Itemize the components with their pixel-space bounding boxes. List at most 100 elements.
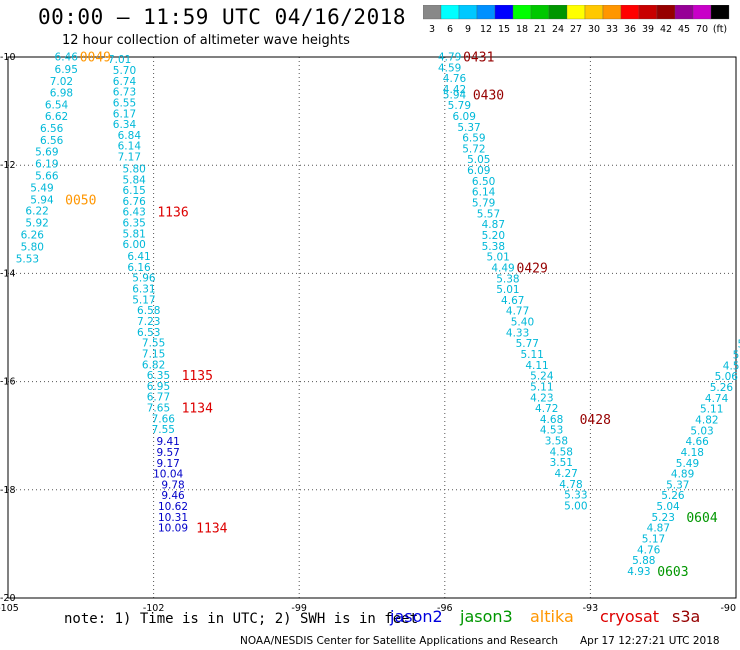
wave-height-label: 6.53 (137, 327, 160, 339)
wave-height-label: 5.20 (482, 230, 505, 242)
wave-height-label: 6.31 (132, 284, 155, 296)
wave-height-label: 3.58 (545, 436, 568, 448)
wave-height-label: 5.33 (564, 490, 587, 502)
wave-height-label: 9.57 (156, 447, 179, 459)
wave-height-label: 7.15 (142, 348, 165, 360)
wave-height-label: 4.76 (443, 73, 467, 85)
wave-height-label: 6.46 (55, 51, 79, 63)
x-tick-label: -93 (583, 603, 599, 614)
wave-height-label: 4.49 (491, 262, 514, 274)
wave-height-label: 9.41 (156, 436, 179, 448)
wave-height-label: 6.35 (122, 218, 145, 230)
wave-height-label: 5.77 (516, 338, 539, 350)
wave-height-label: 6.56 (40, 135, 64, 147)
wave-height-label: 5.38 (482, 241, 505, 253)
legend-swatch (710, 5, 730, 20)
wave-height-label: 7.01 (108, 54, 131, 66)
wave-height-label: 5.11 (530, 381, 553, 393)
wave-height-label: 6.95 (147, 381, 170, 393)
wave-height-label: 4.82 (695, 414, 718, 426)
y-tick-label: -20 (0, 593, 16, 604)
wave-height-label: 10.62 (158, 501, 188, 513)
wave-height-label: 5.38 (496, 273, 519, 285)
legend-tick-label: 70 (696, 24, 708, 35)
wave-height-label: 5.26 (661, 490, 685, 502)
legend-tick-label: 42 (660, 24, 672, 35)
satellite-legend-cryosat: cryosat (600, 607, 660, 626)
wave-height-label: 5.49 (676, 458, 699, 470)
wave-height-label: 4.72 (535, 403, 558, 415)
credit-line: NOAA/NESDIS Center for Satellite Applica… (240, 635, 558, 647)
wave-height-label: 5.37 (666, 479, 689, 491)
legend-tick-label: 39 (642, 24, 654, 35)
wave-height-label: 6.82 (142, 359, 165, 371)
wave-height-label: 6.84 (118, 130, 142, 142)
wave-height-label: 5.80 (122, 163, 145, 175)
wave-height-label: 5 (733, 350, 740, 362)
wave-height-label: 5.26 (710, 382, 734, 394)
wave-height-label: 6.56 (40, 123, 64, 135)
satellite-legend-s3a: s3a (672, 607, 701, 626)
wave-height-label: 4.58 (550, 446, 573, 458)
wave-height-label: 4.42 (443, 84, 466, 96)
wave-height-label: 4.23 (530, 392, 553, 404)
wave-height-label: 5.03 (690, 425, 713, 437)
chart-subtitle: 12 hour collection of altimeter wave hei… (62, 33, 350, 48)
wave-height-label: 5.69 (35, 147, 58, 159)
wave-height-label: 6.62 (45, 111, 68, 123)
wave-height-label: 4.87 (647, 523, 670, 535)
wave-height-label: 5.79 (448, 100, 471, 112)
wave-height-label: 9.17 (156, 458, 179, 470)
wave-height-label: 5.01 (496, 284, 519, 296)
wave-height-label: 4.18 (681, 447, 704, 459)
wave-height-label: 5.06 (715, 371, 739, 383)
legend-tick-label: (ft) (713, 24, 727, 35)
wave-height-label: 4.74 (705, 393, 729, 405)
time-label: 0428 (580, 413, 611, 428)
wave-height-label: 5.80 (21, 241, 44, 253)
wave-height-label: 7.17 (118, 152, 141, 164)
plot-frame (7, 56, 737, 599)
legend-tick-label: 24 (552, 24, 564, 35)
wave-height-label: 5.37 (457, 122, 480, 134)
y-tick-label: -10 (0, 52, 16, 63)
time-label: 1135 (182, 369, 213, 384)
wave-height-label: 7.02 (50, 76, 73, 88)
wave-height-label: 6.98 (50, 88, 73, 100)
wave-height-label: 5.17 (132, 294, 155, 306)
wave-height-label: 4.67 (501, 295, 524, 307)
y-tick-label: -18 (0, 485, 16, 496)
wave-height-label: 6.00 (122, 239, 145, 251)
wave-height-label: 9.46 (161, 490, 185, 502)
y-tick-label: -16 (0, 377, 16, 388)
wave-height-label: 6.35 (147, 370, 170, 382)
wave-height-label: 5.11 (700, 404, 723, 416)
x-tick-label: -96 (437, 603, 453, 614)
legend-tick-label: 33 (606, 24, 618, 35)
wave-height-label: 6.09 (467, 165, 490, 177)
wave-height-label: 5.72 (462, 143, 485, 155)
wave-height-label: 3.51 (550, 457, 573, 469)
wave-height-label: 5.04 (656, 501, 680, 513)
wave-height-label: 4.93 (627, 566, 650, 578)
satellite-legend-jason3: jason3 (460, 607, 513, 626)
wave-height-label: 4.59 (438, 62, 461, 74)
wave-height-label: 9.78 (161, 479, 184, 491)
wave-height-label: 6.95 (55, 64, 78, 76)
wave-height-label: 10.04 (153, 469, 183, 481)
time-label: 0431 (463, 50, 494, 65)
time-label: 0603 (657, 565, 688, 580)
wave-height-label: 6.14 (472, 187, 496, 199)
time-label: 0604 (686, 511, 717, 526)
wave-height-label: 5.84 (122, 174, 146, 186)
wave-height-label: 4.68 (540, 414, 563, 426)
wave-height-label: 6.41 (127, 251, 150, 263)
legend-tick-label: 3 (429, 24, 435, 35)
y-tick-label: -12 (0, 160, 16, 171)
wave-height-label: 6.17 (113, 108, 136, 120)
legend-tick-label: 15 (498, 24, 510, 35)
wave-height-label: 5.00 (564, 500, 587, 512)
wave-height-label: 5.70 (113, 65, 136, 77)
wave-height-label: 6.76 (122, 196, 146, 208)
